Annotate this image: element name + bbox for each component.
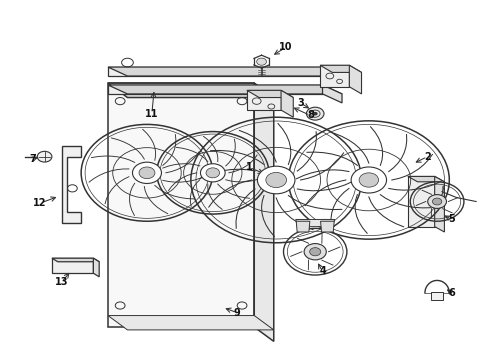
Circle shape [431,198,441,205]
Text: 9: 9 [233,308,240,318]
Circle shape [306,107,324,120]
Polygon shape [108,316,273,330]
Polygon shape [52,258,93,273]
Bar [430,292,442,300]
Circle shape [304,244,325,260]
Text: 4: 4 [319,266,325,276]
Text: 8: 8 [306,111,313,121]
Circle shape [265,172,286,188]
Polygon shape [320,65,348,87]
Text: 13: 13 [55,277,68,287]
Circle shape [132,162,161,184]
Text: 11: 11 [145,109,158,119]
Circle shape [312,112,317,116]
Text: 7: 7 [29,154,36,164]
Polygon shape [281,90,293,117]
Text: 5: 5 [447,215,454,224]
Circle shape [139,167,155,179]
Circle shape [309,248,320,256]
Circle shape [200,164,224,182]
Polygon shape [407,176,434,226]
Polygon shape [246,90,293,98]
Circle shape [256,58,266,65]
Polygon shape [254,83,273,341]
Circle shape [427,195,446,208]
Polygon shape [296,221,309,232]
Polygon shape [108,83,254,327]
Polygon shape [108,85,322,94]
Polygon shape [108,67,322,76]
Polygon shape [320,65,361,72]
Polygon shape [61,146,81,223]
Polygon shape [322,67,341,85]
Polygon shape [93,258,99,277]
Text: 3: 3 [297,98,304,108]
Polygon shape [320,221,333,232]
Circle shape [358,173,378,187]
Text: 1: 1 [245,162,252,172]
Circle shape [350,167,386,193]
Polygon shape [108,85,341,94]
Polygon shape [52,258,99,262]
Polygon shape [434,176,444,232]
Polygon shape [295,220,334,226]
Circle shape [205,168,219,178]
Polygon shape [246,90,281,110]
Polygon shape [108,67,341,76]
Polygon shape [322,85,341,103]
Text: 6: 6 [447,288,454,298]
Text: 10: 10 [279,42,292,52]
Polygon shape [407,176,444,182]
Circle shape [37,151,52,162]
Polygon shape [348,65,361,94]
Polygon shape [108,83,273,98]
Text: 12: 12 [33,198,46,208]
Text: 2: 2 [423,152,430,162]
Circle shape [257,166,294,194]
